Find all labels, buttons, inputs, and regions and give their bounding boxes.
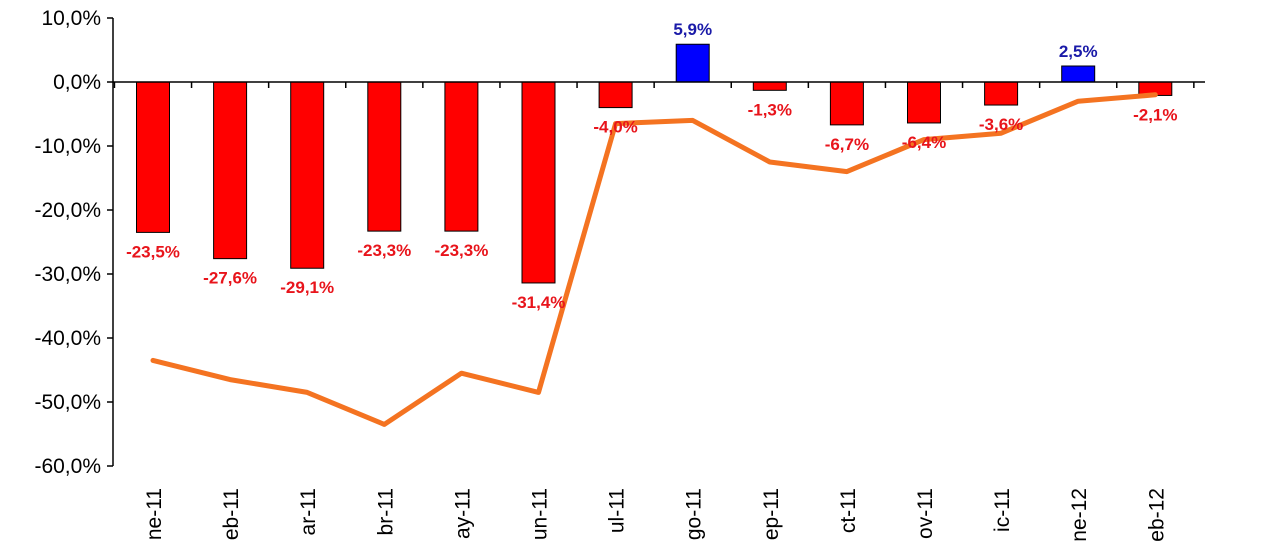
category-label: go-11 (683, 488, 706, 540)
data-label: -6,4% (902, 133, 946, 152)
y-axis: 10,0% 0,0% -10,0% -20,0% -30,0% -40,0% -50,0% -… (34, 7, 114, 478)
category-label: ay-11 (451, 488, 474, 539)
category-label: ne-12 (1068, 488, 1091, 542)
category-label: ne-11 (143, 488, 166, 540)
bar (521, 81, 556, 284)
bar (752, 81, 787, 91)
category-label: un-11 (529, 488, 552, 540)
category-label: eb-12 (1145, 488, 1168, 542)
data-label: -6,7% (825, 135, 869, 154)
bar (984, 81, 1019, 106)
category-label: ct-11 (837, 488, 860, 533)
bar (675, 43, 710, 83)
bar (367, 81, 402, 232)
y-tick-label: -60,0% (34, 455, 101, 478)
data-label: -27,6% (203, 269, 257, 288)
data-label: -23,3% (357, 241, 411, 260)
bar (213, 81, 248, 260)
data-label: 2,5% (1059, 42, 1098, 61)
bar (136, 81, 170, 233)
category-label: ar-11 (297, 488, 320, 535)
data-label: -23,3% (434, 241, 488, 260)
category-label: br-11 (374, 488, 397, 535)
category-label: ic-11 (991, 488, 1014, 532)
data-label: -23,5% (126, 242, 180, 261)
bar (290, 81, 325, 269)
data-labels: -23,5% -27,6% -29,1% -23,3% -23,3% -31,4% -4,0… (126, 20, 1177, 312)
data-label: -1,3% (748, 100, 792, 119)
data-label: -31,4% (512, 293, 566, 312)
category-label: ul-11 (606, 488, 629, 533)
bar (444, 81, 479, 232)
y-tick-label: 10,0% (41, 7, 101, 30)
y-tick-label: -40,0% (34, 327, 101, 350)
category-label: eb-11 (220, 488, 243, 540)
bar (598, 81, 633, 109)
y-tick-label: -30,0% (34, 263, 101, 286)
data-label: -3,6% (979, 115, 1023, 134)
category-label: ep-11 (760, 488, 783, 540)
data-label: 5,9% (673, 20, 712, 39)
category-labels: ne-11 eb-11 ar-11 br-11 ay-11 un-11 ul-11 go-11… (143, 488, 1168, 542)
category-label: ov-11 (914, 488, 937, 539)
data-label: -29,1% (280, 278, 334, 297)
bar (1061, 65, 1096, 83)
bar (829, 81, 864, 126)
data-label: -2,1% (1133, 105, 1177, 124)
y-tick-label: -10,0% (34, 135, 101, 158)
y-tick-label: -20,0% (34, 199, 101, 222)
y-tick-label: 0,0% (53, 71, 101, 94)
trend-line (150, 92, 1158, 427)
line-series (150, 92, 1158, 427)
bar-series (136, 43, 1173, 284)
y-tick-label: -50,0% (34, 391, 101, 414)
bar (907, 81, 941, 124)
x-axis (113, 81, 1205, 88)
data-label: -4,0% (593, 118, 637, 137)
